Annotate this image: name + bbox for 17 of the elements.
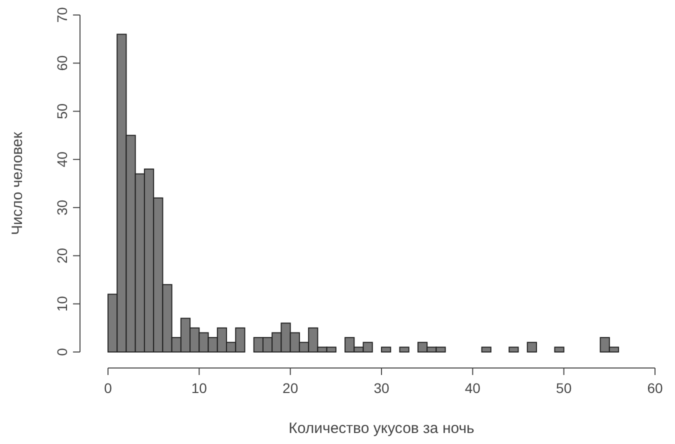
x-tick-label: 0 — [104, 380, 112, 396]
y-tick-label: 50 — [54, 103, 70, 120]
x-tick-label: 30 — [374, 380, 390, 396]
y-tick-label: 10 — [54, 296, 70, 312]
y-tick-label: 0 — [54, 348, 70, 356]
x-tick-label: 50 — [556, 380, 572, 396]
y-tick-label: 40 — [54, 151, 70, 168]
y-axis-title: Число человек — [9, 132, 26, 235]
y-tick-label: 70 — [54, 7, 70, 23]
x-axis-title: Количество укусов за ночь — [288, 420, 475, 437]
y-tick-label: 30 — [54, 200, 70, 216]
y-tick-label: 20 — [54, 248, 70, 264]
x-tick-label: 40 — [464, 380, 481, 396]
x-tick-label: 20 — [282, 380, 298, 396]
x-tick-label: 10 — [191, 380, 208, 396]
y-tick-label: 60 — [54, 55, 70, 71]
x-tick-label: 60 — [647, 380, 663, 396]
